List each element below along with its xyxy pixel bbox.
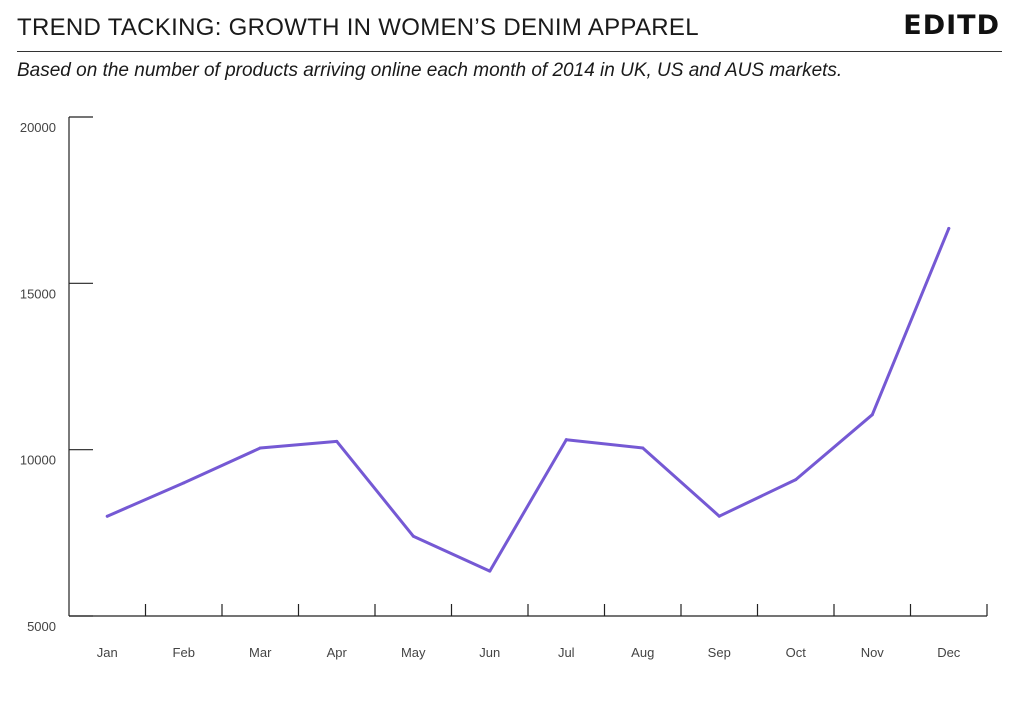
data-point: [182, 481, 186, 485]
x-tick-label: Jun: [479, 645, 500, 660]
axes: [68, 116, 988, 617]
series-line: [105, 226, 951, 573]
data-point: [947, 226, 951, 230]
y-tick-label: 10000: [20, 453, 56, 468]
x-tick-label: Jul: [558, 645, 575, 660]
data-point: [794, 478, 798, 482]
data-point: [411, 534, 415, 538]
chart-subtitle: Based on the number of products arriving…: [17, 60, 843, 81]
data-point: [105, 514, 109, 518]
data-point: [258, 446, 262, 450]
data-point: [488, 569, 492, 573]
data-point: [717, 514, 721, 518]
x-tick-label: Mar: [249, 645, 272, 660]
data-point: [870, 413, 874, 417]
x-tick-label: Nov: [861, 645, 885, 660]
title-divider: [17, 51, 1002, 52]
x-tick-label: Apr: [327, 645, 348, 660]
y-tick-label: 15000: [20, 286, 56, 301]
x-tick-label: Feb: [173, 645, 195, 660]
data-point: [641, 446, 645, 450]
x-tick-label: Sep: [708, 645, 731, 660]
editd-logo: EDITD: [903, 10, 1000, 41]
tick-labels: 5000 10000 15000 20000 Jan Feb Mar Apr May Jun Jul…: [20, 120, 961, 660]
series-layer: [105, 226, 951, 573]
chart-title: TREND TACKING: GROWTH IN WOMEN’S DENIM A…: [17, 14, 699, 41]
x-tick-label: Aug: [631, 645, 654, 660]
data-point: [564, 438, 568, 442]
y-tick-label: 5000: [27, 619, 56, 634]
x-tick-label: May: [401, 645, 426, 660]
data-point: [335, 439, 339, 443]
x-tick-label: Dec: [937, 645, 961, 660]
x-tick-label: Jan: [97, 645, 118, 660]
x-tick-label: Oct: [786, 645, 807, 660]
y-tick-label: 20000: [20, 120, 56, 135]
